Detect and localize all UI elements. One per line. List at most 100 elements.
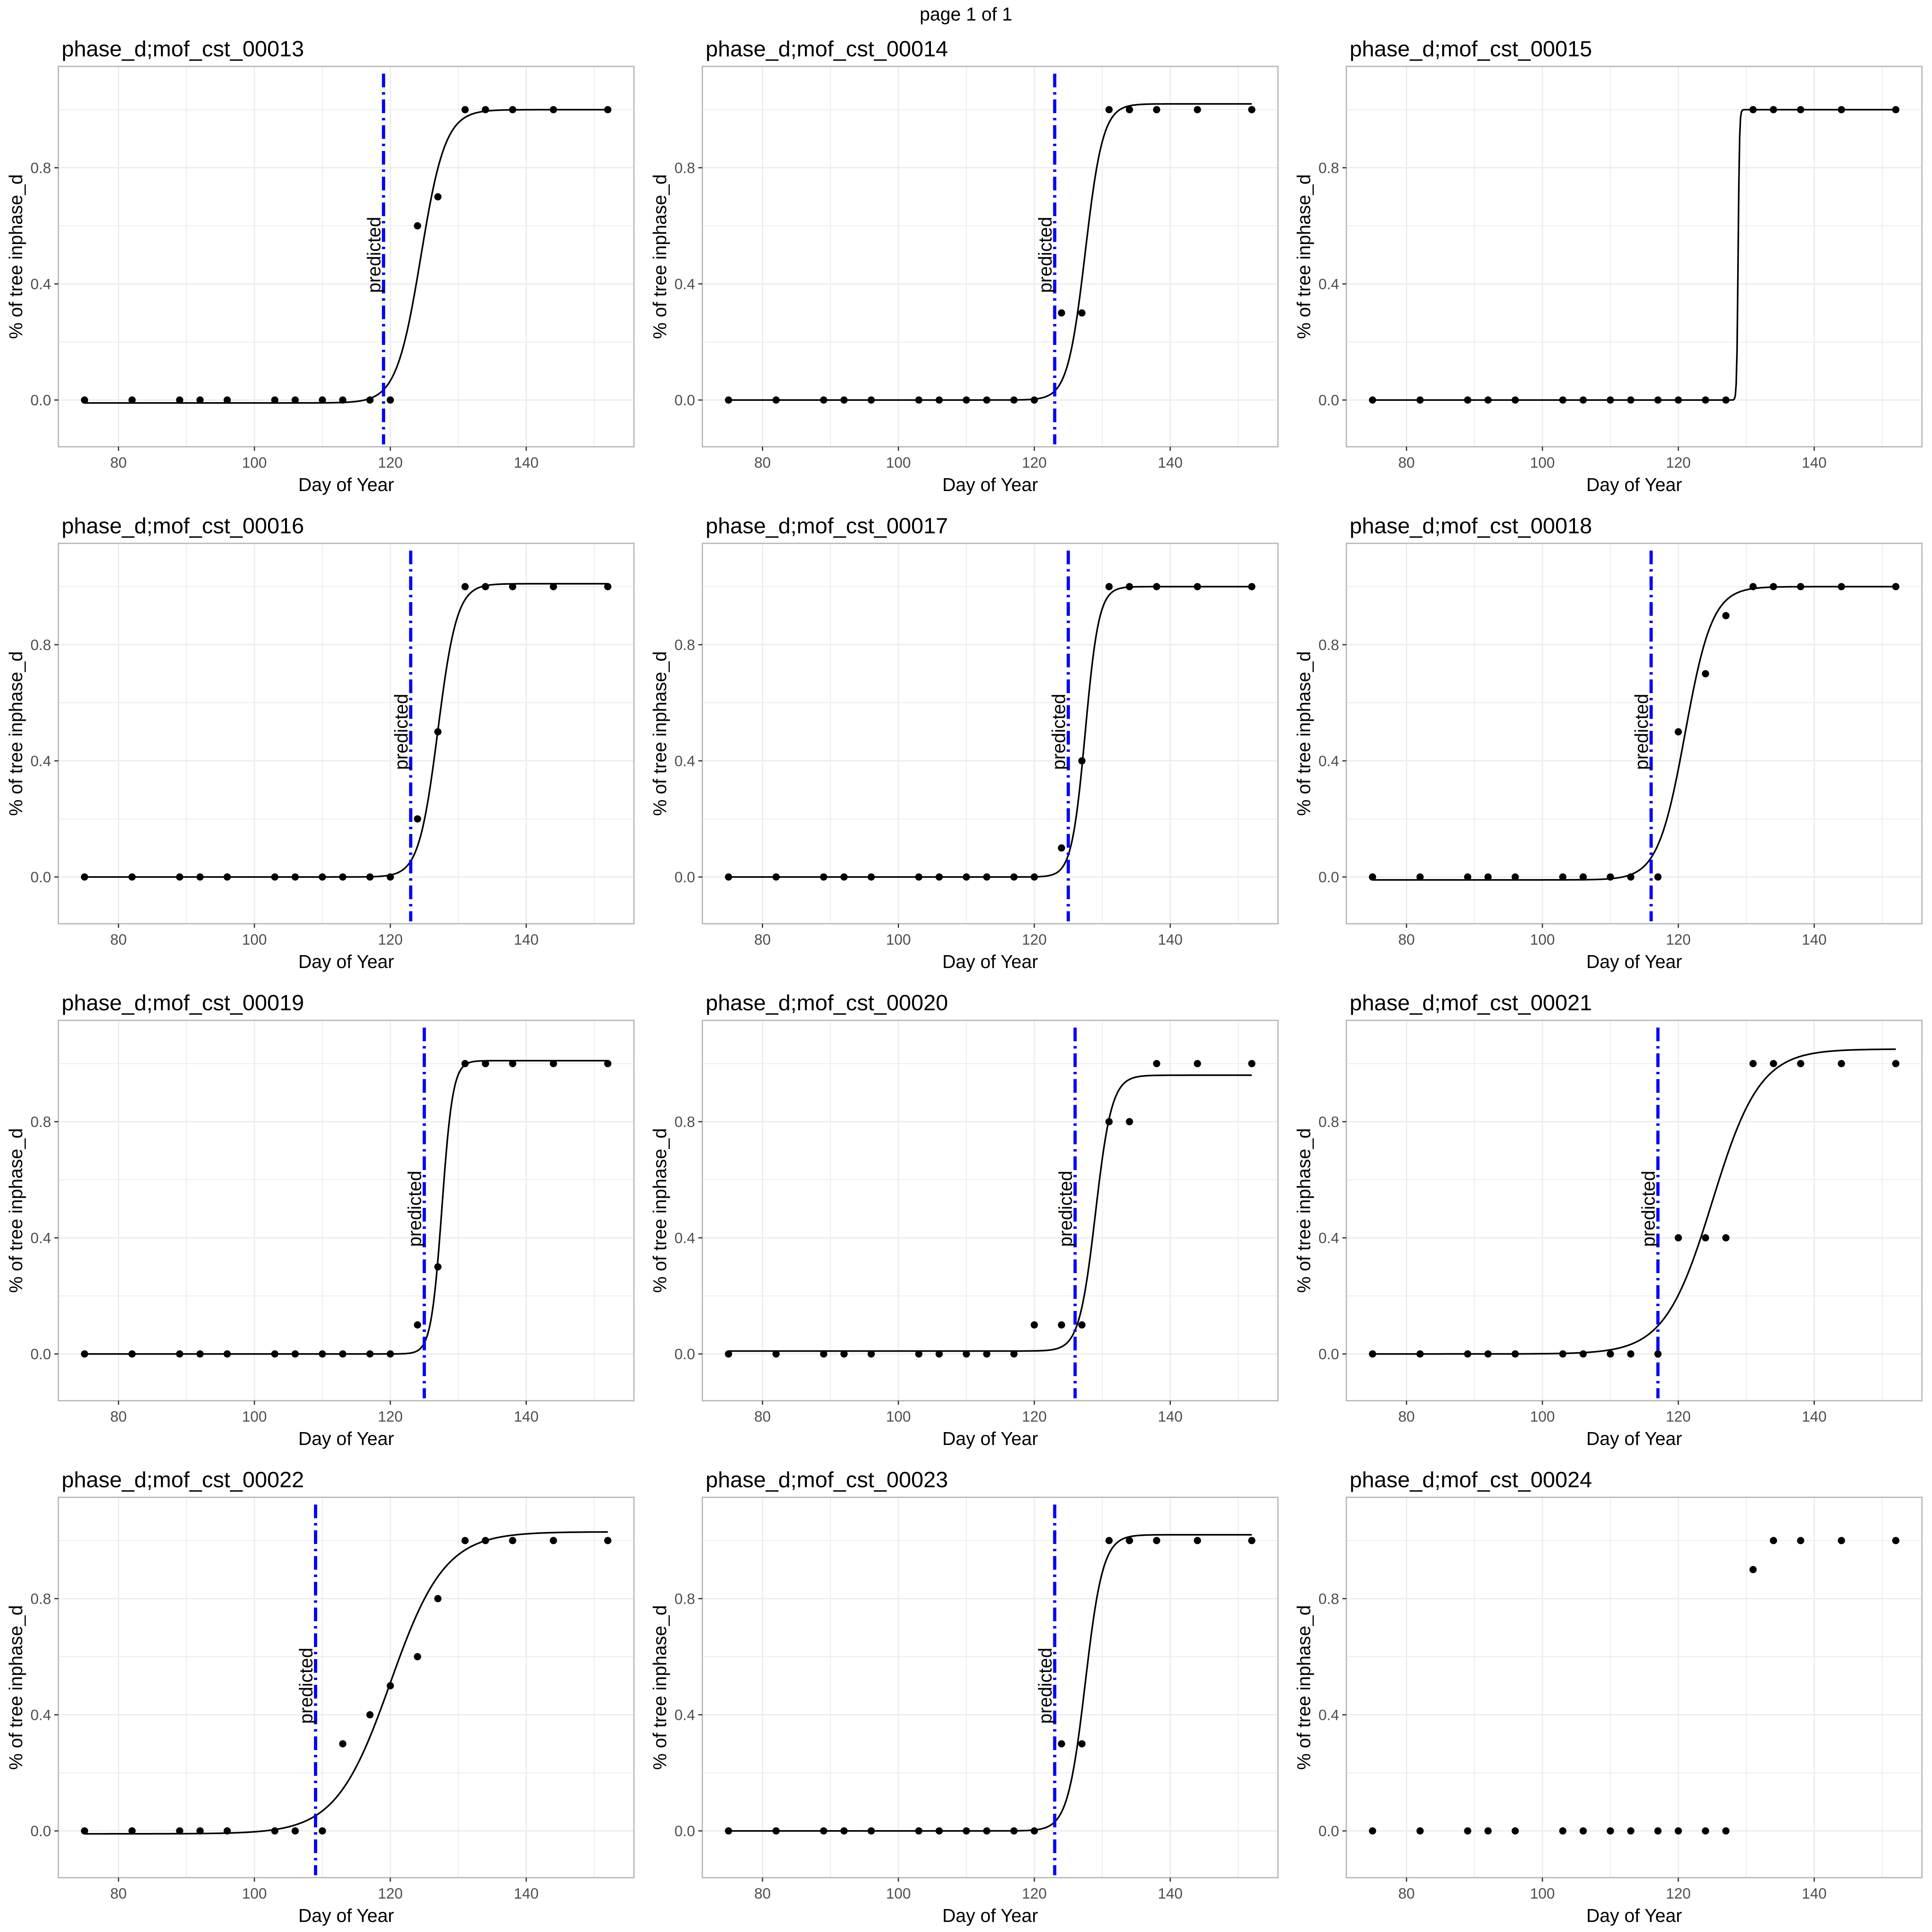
data-point — [983, 1827, 991, 1835]
data-point — [1606, 1350, 1614, 1358]
data-point — [339, 1350, 347, 1358]
fit-curve — [85, 1060, 608, 1355]
x-tick-label: 100 — [1530, 931, 1555, 948]
y-axis-label: % of tree inphase_d — [649, 1605, 670, 1770]
data-point — [962, 873, 970, 881]
data-point — [461, 106, 469, 114]
x-axis-label: Day of Year — [298, 1428, 394, 1449]
data-point — [604, 1060, 611, 1067]
data-point — [461, 583, 469, 590]
data-point — [81, 873, 88, 881]
y-tick-label: 0.0 — [31, 392, 51, 409]
data-point — [1770, 583, 1777, 590]
data-point — [461, 1537, 469, 1544]
data-point — [549, 1537, 557, 1544]
data-point — [196, 1827, 204, 1835]
data-point — [1484, 1350, 1492, 1358]
chart-title: phase_d;mof_cst_00022 — [62, 1467, 304, 1492]
y-tick-label: 0.0 — [675, 392, 695, 409]
data-point — [983, 1350, 991, 1358]
data-point — [1702, 670, 1709, 677]
y-tick-label: 0.8 — [31, 637, 51, 653]
data-point — [1248, 1537, 1255, 1544]
predicted-label: predicted — [1034, 217, 1055, 293]
data-point — [962, 396, 970, 404]
data-point — [1511, 396, 1519, 404]
data-point — [482, 583, 489, 590]
x-axis-label: Day of Year — [1586, 1428, 1682, 1449]
panel-border — [1346, 1020, 1923, 1402]
y-tick-label: 0.4 — [675, 276, 695, 292]
x-tick-label: 100 — [886, 931, 911, 948]
data-point — [223, 873, 231, 881]
predicted-label: predicted — [295, 1648, 316, 1724]
x-tick-label: 120 — [1022, 1885, 1047, 1902]
data-point — [128, 1827, 136, 1835]
data-point — [1416, 1350, 1424, 1358]
data-point — [482, 1060, 489, 1067]
data-point — [434, 193, 442, 200]
chart-title: phase_d;mof_cst_00023 — [706, 1467, 948, 1492]
data-point — [291, 396, 299, 404]
y-tick-label: 0.8 — [675, 1591, 695, 1607]
x-tick-label: 100 — [1530, 1885, 1555, 1902]
y-tick-label: 0.8 — [31, 1591, 51, 1607]
data-point — [1464, 1350, 1472, 1358]
data-point — [1416, 1827, 1424, 1835]
data-point — [271, 1827, 279, 1835]
data-point — [1722, 396, 1730, 404]
data-point — [1579, 1350, 1587, 1358]
data-point — [983, 396, 991, 404]
x-tick-label: 100 — [242, 931, 267, 948]
data-point — [1892, 1537, 1899, 1544]
data-point — [1416, 873, 1424, 881]
data-point — [1606, 396, 1614, 404]
chart-panel: 80 100 120 140 0.0 0.4 0.8 phase_d;mof_cst_0002… — [649, 990, 1279, 1449]
y-tick-label: 0.8 — [675, 160, 695, 176]
data-point — [1193, 1537, 1201, 1544]
y-axis-label: % of tree inphase_d — [649, 174, 670, 339]
data-point — [1416, 396, 1424, 404]
data-point — [1627, 873, 1635, 881]
data-point — [1010, 1827, 1018, 1835]
x-tick-label: 80 — [110, 454, 127, 471]
data-point — [820, 1827, 828, 1835]
data-point — [1837, 1060, 1845, 1067]
panel-border — [58, 1496, 635, 1878]
x-tick-label: 80 — [754, 931, 771, 948]
data-point — [1702, 1234, 1709, 1242]
data-point — [1511, 1827, 1519, 1835]
x-tick-label: 80 — [754, 1408, 771, 1425]
data-point — [1579, 873, 1587, 881]
data-point — [128, 396, 136, 404]
data-point — [223, 1827, 231, 1835]
data-point — [1892, 106, 1899, 114]
chart-title: phase_d;mof_cst_00019 — [62, 990, 304, 1015]
data-point — [549, 583, 557, 590]
data-point — [1464, 396, 1472, 404]
chart-panel: 80 100 120 140 0.0 0.4 0.8 phase_d;mof_cst_0001… — [5, 36, 635, 495]
chart-panel: 80 100 120 140 0.0 0.4 0.8 phase_d;mof_cst_0001… — [5, 990, 635, 1449]
data-point — [1749, 1060, 1757, 1067]
data-point — [1797, 1060, 1804, 1067]
data-point — [128, 1350, 136, 1358]
y-tick-label: 0.4 — [1319, 1230, 1339, 1246]
y-axis-label: % of tree inphase_d — [5, 651, 26, 816]
data-point — [1654, 1827, 1662, 1835]
data-point — [1892, 583, 1899, 590]
y-axis-label: % of tree inphase_d — [1293, 1128, 1314, 1293]
x-tick-label: 140 — [1802, 454, 1827, 471]
predicted-label: predicted — [363, 217, 384, 293]
data-point — [725, 1827, 732, 1835]
x-tick-label: 80 — [1398, 1885, 1415, 1902]
data-point — [1153, 1537, 1160, 1544]
data-point — [414, 222, 421, 230]
data-point — [386, 1682, 394, 1690]
data-point — [414, 815, 421, 823]
y-tick-label: 0.0 — [1319, 1823, 1339, 1839]
data-point — [1627, 1350, 1635, 1358]
x-axis-label: Day of Year — [942, 474, 1038, 495]
data-point — [1248, 1060, 1255, 1067]
data-point — [1369, 396, 1376, 404]
x-tick-label: 120 — [1022, 931, 1047, 948]
